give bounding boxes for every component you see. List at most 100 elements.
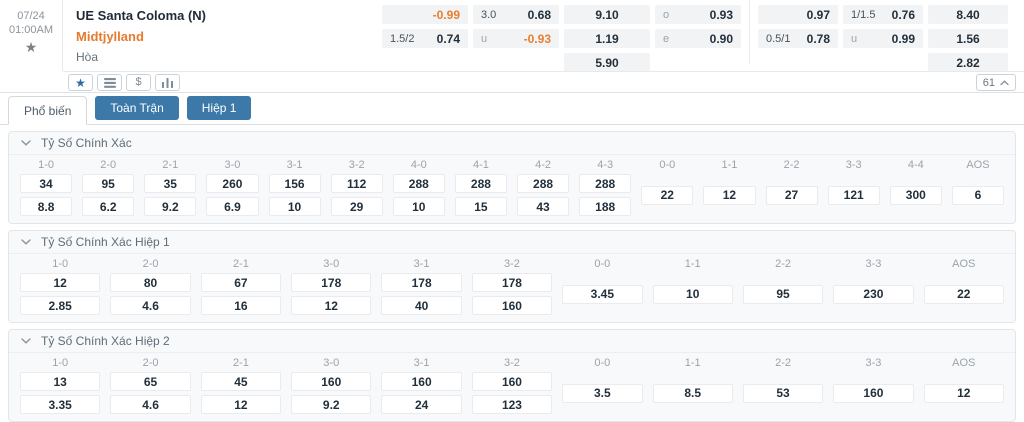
chevron-down-icon[interactable]: [21, 239, 31, 245]
score-odds-box[interactable]: 156: [268, 174, 321, 193]
score-odds-box[interactable]: 2.85: [20, 296, 101, 315]
odds-cell[interactable]: 1.56: [928, 29, 1008, 48]
score-odds-box[interactable]: 4.6: [110, 395, 191, 414]
money-button[interactable]: $: [126, 74, 151, 91]
score-odds-box[interactable]: 288: [454, 174, 507, 193]
score-column-0-0: 0-0 3.45: [557, 256, 647, 316]
score-odds-boxes: 27: [765, 173, 818, 217]
score-odds-box[interactable]: 34: [20, 174, 73, 193]
section-header[interactable]: Tỷ Số Chính Xác: [9, 132, 1015, 155]
score-column-2-0: 2-0 95 6.2: [77, 157, 139, 217]
favorite-star-icon[interactable]: ★: [24, 39, 38, 55]
score-odds-box[interactable]: 22: [641, 185, 694, 205]
odds-cell[interactable]: o 0.93: [655, 5, 741, 24]
section-title: Tỷ Số Chính Xác: [41, 136, 132, 150]
score-odds-box[interactable]: 6.2: [82, 197, 135, 216]
tab-toan-tran[interactable]: Toàn Trận: [95, 96, 179, 120]
score-odds-box[interactable]: 12: [703, 185, 756, 205]
score-odds-box[interactable]: 288: [392, 174, 445, 193]
odds-cell[interactable]: 5.90: [564, 53, 650, 72]
score-odds-box[interactable]: 160: [833, 383, 914, 403]
score-odds-box[interactable]: 43: [517, 197, 570, 216]
odds-cell[interactable]: 1.19: [564, 29, 650, 48]
section-header[interactable]: Tỷ Số Chính Xác Hiệp 1: [9, 231, 1015, 254]
score-odds-box[interactable]: 112: [330, 174, 383, 193]
score-odds-box[interactable]: 8.5: [652, 383, 733, 403]
score-odds-box[interactable]: 260: [206, 174, 259, 193]
score-odds-box[interactable]: 188: [579, 197, 632, 216]
score-odds-box[interactable]: 4.6: [110, 296, 191, 315]
score-odds-box[interactable]: 95: [82, 174, 135, 193]
score-label: 3-0: [323, 258, 340, 270]
score-odds-box[interactable]: 12: [923, 383, 1004, 403]
score-odds-box[interactable]: 178: [381, 273, 462, 292]
score-odds-box[interactable]: 10: [268, 197, 321, 216]
score-odds-box[interactable]: 160: [471, 372, 553, 391]
markets-count-button[interactable]: 61: [975, 74, 1016, 91]
odds-cell[interactable]: u 0.99: [843, 29, 923, 48]
score-odds-box[interactable]: 24: [381, 395, 462, 414]
score-odds-box[interactable]: 45: [200, 372, 282, 391]
score-odds-boxes: 8.5: [652, 371, 733, 415]
odds-cell[interactable]: u -0.93: [473, 29, 559, 48]
score-column-0-0: 0-0 22: [636, 157, 698, 217]
score-odds-box[interactable]: 288: [517, 174, 570, 193]
score-odds-box[interactable]: 10: [652, 284, 733, 304]
score-odds-box[interactable]: 95: [742, 284, 824, 304]
score-odds-box[interactable]: 230: [833, 284, 914, 304]
score-odds-box[interactable]: 178: [471, 273, 553, 292]
tab-pho-bien[interactable]: Phổ biến: [8, 96, 88, 125]
score-odds-box[interactable]: 10: [392, 197, 445, 216]
score-odds-box[interactable]: 160: [471, 296, 553, 315]
odds-cell[interactable]: 2.82: [928, 53, 1008, 72]
score-odds-box[interactable]: 3.35: [20, 395, 101, 414]
score-label: AOS: [966, 159, 990, 171]
score-odds-box[interactable]: 9.2: [144, 197, 197, 216]
tab-hiep-1[interactable]: Hiệp 1: [186, 96, 252, 120]
section-header[interactable]: Tỷ Số Chính Xác Hiệp 2: [9, 330, 1015, 353]
score-odds-box[interactable]: 27: [765, 185, 818, 205]
score-odds-box[interactable]: 123: [471, 395, 553, 414]
score-odds-box[interactable]: 8.8: [20, 197, 73, 216]
score-odds-box[interactable]: 80: [110, 273, 191, 292]
score-odds-box[interactable]: 29: [330, 197, 383, 216]
score-odds-box[interactable]: 6: [951, 185, 1004, 205]
chevron-down-icon[interactable]: [21, 338, 31, 344]
score-odds-box[interactable]: 121: [827, 185, 880, 205]
score-odds-box[interactable]: 16: [200, 296, 282, 315]
score-odds-box[interactable]: 15: [454, 197, 507, 216]
score-odds-box[interactable]: 12: [291, 296, 372, 315]
odds-cell[interactable]: 9.10: [564, 5, 650, 24]
favorite-button[interactable]: ★: [68, 74, 93, 91]
odds-cell[interactable]: -0.99: [382, 5, 468, 24]
score-odds-box[interactable]: 288: [579, 174, 632, 193]
score-odds-box[interactable]: 22: [923, 284, 1004, 304]
score-odds-box[interactable]: 3.45: [562, 284, 643, 304]
score-odds-box[interactable]: 65: [110, 372, 191, 391]
score-odds-box[interactable]: 178: [291, 273, 372, 292]
odds-cell[interactable]: 3.0 0.68: [473, 5, 559, 24]
score-odds-box[interactable]: 40: [381, 296, 462, 315]
score-label: 3-2: [504, 258, 520, 270]
score-odds-box[interactable]: 13: [20, 372, 101, 391]
score-odds-box[interactable]: 160: [381, 372, 462, 391]
odds-cell[interactable]: 1/1.5 0.76: [843, 5, 923, 24]
score-odds-box[interactable]: 9.2: [291, 395, 372, 414]
bet-list-button[interactable]: [97, 74, 122, 91]
odds-cell[interactable]: 0.97: [758, 5, 838, 24]
chevron-down-icon[interactable]: [21, 140, 31, 146]
stats-button[interactable]: [155, 74, 180, 91]
odds-cell[interactable]: e 0.90: [655, 29, 741, 48]
score-odds-box[interactable]: 12: [20, 273, 101, 292]
score-odds-box[interactable]: 53: [742, 383, 824, 403]
odds-cell[interactable]: 0.5/1 0.78: [758, 29, 838, 48]
score-odds-box[interactable]: 160: [291, 372, 372, 391]
score-odds-box[interactable]: 3.5: [562, 383, 643, 403]
odds-cell[interactable]: 1.5/2 0.74: [382, 29, 468, 48]
odds-cell[interactable]: 8.40: [928, 5, 1008, 24]
score-odds-box[interactable]: 67: [200, 273, 282, 292]
score-odds-box[interactable]: 6.9: [206, 197, 259, 216]
score-odds-box[interactable]: 12: [200, 395, 282, 414]
score-odds-box[interactable]: 35: [144, 174, 197, 193]
score-odds-box[interactable]: 300: [889, 185, 942, 205]
